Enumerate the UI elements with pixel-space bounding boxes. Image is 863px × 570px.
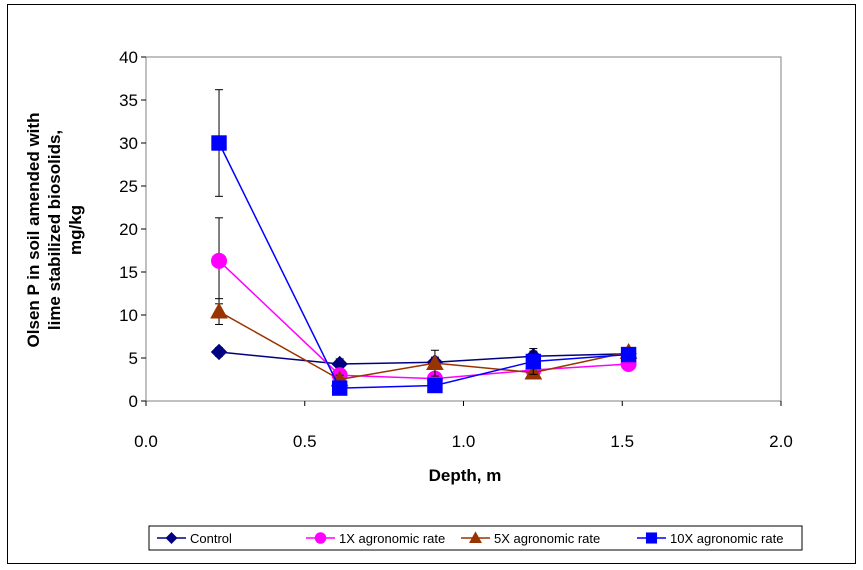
y-axis-title-line-3: mg/kg: [66, 205, 85, 255]
x-axis-title: Depth, m: [429, 466, 502, 485]
x-tick-label: 0.5: [293, 432, 317, 451]
x-tick-label: 1.5: [610, 432, 634, 451]
y-axis-title-line-1: Olsen P in soil amended with: [24, 113, 43, 348]
data-point: [620, 346, 637, 363]
y-tick-label: 35: [119, 91, 138, 110]
y-tick-label: 20: [119, 220, 138, 239]
data-point: [210, 302, 228, 319]
y-tick-label: 30: [119, 134, 138, 153]
legend-marker: [645, 532, 658, 544]
legend-label: 1X agronomic rate: [339, 531, 445, 546]
data-point: [427, 377, 443, 394]
x-tick-label: 0.0: [134, 432, 158, 451]
y-tick-label: 40: [119, 48, 138, 67]
data-point: [210, 343, 228, 361]
data-point: [211, 252, 228, 269]
y-tick-label: 5: [129, 349, 138, 368]
data-point: [331, 380, 348, 396]
legend-marker: [165, 532, 178, 544]
x-tick-label: 1.0: [452, 432, 476, 451]
data-point: [211, 135, 227, 151]
y-axis-title: Olsen P in soil amended with lime stabil…: [24, 113, 85, 348]
y-tick-label: 10: [119, 306, 138, 325]
y-tick-label: 0: [129, 392, 138, 411]
legend-marker: [469, 531, 482, 543]
y-axis-title-line-2: lime stabilized biosolids,: [45, 130, 64, 330]
x-tick-label: 2.0: [769, 432, 793, 451]
legend-label: Control: [190, 531, 232, 546]
data-point: [525, 353, 542, 370]
y-tick-label: 25: [119, 177, 138, 196]
y-tick-label: 15: [119, 263, 138, 282]
series-square: [211, 89, 637, 396]
legend-label: 5X agronomic rate: [494, 531, 600, 546]
x-axis: 0.0 0.5 1.0 1.5 2.0: [134, 401, 793, 451]
series-layer: [210, 89, 638, 396]
legend-marker: [314, 532, 327, 544]
plot-area: [145, 56, 782, 402]
legend-label: 10X agronomic rate: [670, 531, 783, 546]
y-axis: 0 5 10 15 20 25 30 35 40: [119, 48, 146, 411]
legend: Control 1X agronomic rate 5X agronomic rat…: [148, 525, 803, 551]
chart-frame: [7, 4, 856, 564]
data-point: [426, 354, 444, 371]
